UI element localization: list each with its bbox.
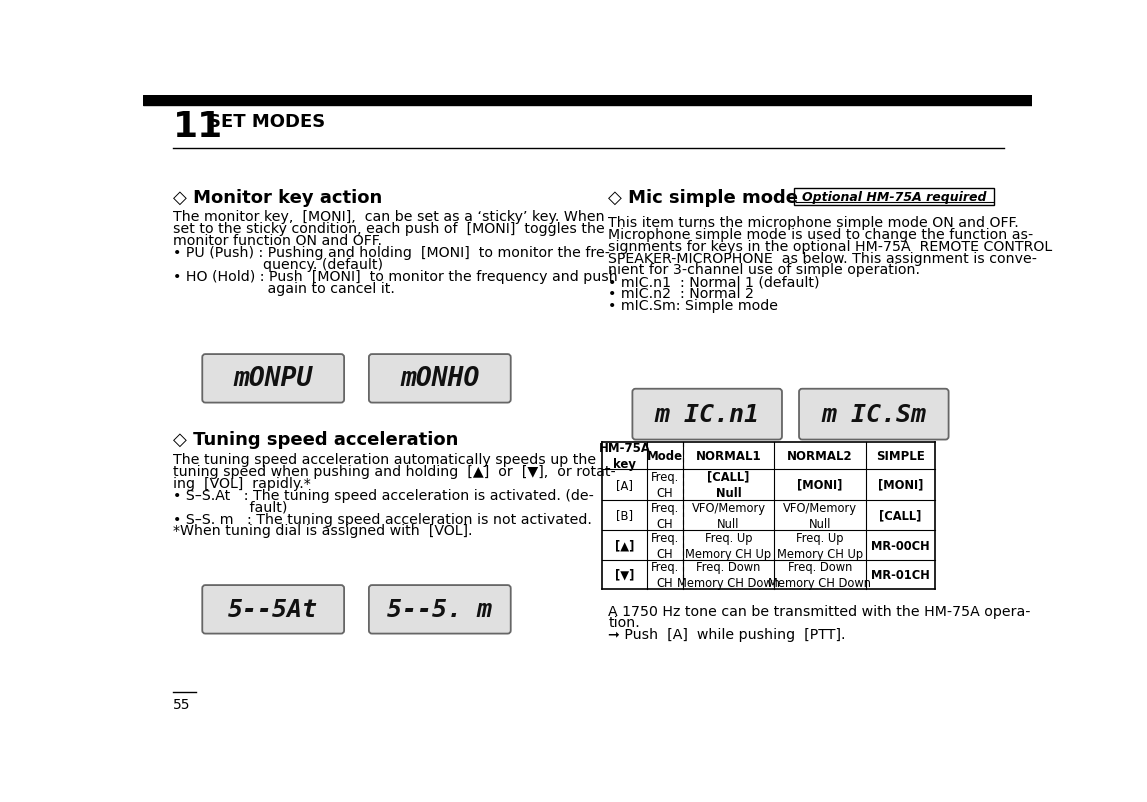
Text: • mIC.n2  : Normal 2: • mIC.n2 : Normal 2	[608, 287, 755, 301]
Text: [A]: [A]	[616, 478, 633, 491]
Text: SET MODES: SET MODES	[208, 113, 325, 132]
Text: Microphone simple mode is used to change the function as-: Microphone simple mode is used to change…	[608, 227, 1033, 241]
Text: NORMAL2: NORMAL2	[787, 449, 852, 462]
Text: ◇ Tuning speed acceleration: ◇ Tuning speed acceleration	[173, 431, 458, 449]
Text: [CALL]
Null: [CALL] Null	[708, 470, 750, 499]
Text: VFO/Memory
Null: VFO/Memory Null	[783, 501, 857, 530]
Text: 5--5. m: 5--5. m	[388, 597, 492, 622]
Text: ing  [VOL]  rapidly.*: ing [VOL] rapidly.*	[173, 476, 311, 490]
Text: signments for keys in the optional HM-75A  REMOTE CONTROL: signments for keys in the optional HM-75…	[608, 239, 1053, 253]
Text: SPEAKER-MICROPHONE  as below. This assignment is conve-: SPEAKER-MICROPHONE as below. This assign…	[608, 251, 1037, 265]
Text: The tuning speed acceleration automatically speeds up the: The tuning speed acceleration automatica…	[173, 452, 596, 466]
Text: Freq. Up
Memory CH Up: Freq. Up Memory CH Up	[686, 531, 772, 560]
Text: monitor function ON and OFF.: monitor function ON and OFF.	[173, 234, 382, 248]
Text: m IC.Sm: m IC.Sm	[821, 403, 927, 427]
Text: ➞ Push  [A]  while pushing  [PTT].: ➞ Push [A] while pushing [PTT].	[608, 628, 845, 642]
Text: NORMAL1: NORMAL1	[696, 449, 762, 462]
FancyBboxPatch shape	[202, 354, 344, 403]
Text: Freq. Up
Memory CH Up: Freq. Up Memory CH Up	[777, 531, 863, 560]
Text: 5--5At: 5--5At	[228, 597, 318, 622]
Text: SIMPLE: SIMPLE	[876, 449, 924, 462]
Text: [MONI]: [MONI]	[877, 478, 923, 491]
Text: • S–S.At   : The tuning speed acceleration is activated. (de-: • S–S.At : The tuning speed acceleration…	[173, 488, 594, 502]
Text: tion.: tion.	[608, 616, 640, 630]
Text: ◇ Monitor key action: ◇ Monitor key action	[173, 188, 382, 206]
Text: Freq.
CH: Freq. CH	[650, 560, 679, 589]
Text: This item turns the microphone simple mode ON and OFF.: This item turns the microphone simple mo…	[608, 216, 1020, 229]
Text: set to the sticky condition, each push of  [MONI]  toggles the: set to the sticky condition, each push o…	[173, 222, 604, 236]
Text: [▼]: [▼]	[615, 568, 634, 581]
Text: • S–S. m   : The tuning speed acceleration is not activated.: • S–S. m : The tuning speed acceleration…	[173, 512, 592, 526]
Text: fault): fault)	[173, 500, 287, 514]
Text: Freq. Down
Memory CH Down: Freq. Down Memory CH Down	[677, 560, 780, 589]
Text: 55: 55	[173, 698, 190, 711]
Text: MR-00CH: MR-00CH	[872, 539, 930, 552]
Text: mONPU: mONPU	[234, 366, 313, 392]
Text: • mIC.n1  : Normal 1 (default): • mIC.n1 : Normal 1 (default)	[608, 275, 820, 289]
Text: Mode: Mode	[647, 449, 682, 462]
Text: The monitor key,  [MONI],  can be set as a ‘sticky’ key. When: The monitor key, [MONI], can be set as a…	[173, 210, 604, 224]
Text: HM-75A
key: HM-75A key	[599, 441, 650, 470]
FancyBboxPatch shape	[632, 389, 782, 440]
Text: Optional HM-75A required: Optional HM-75A required	[802, 191, 986, 204]
Text: Freq.
CH: Freq. CH	[650, 470, 679, 499]
Text: m IC.n1: m IC.n1	[655, 403, 759, 427]
Text: VFO/Memory
Null: VFO/Memory Null	[692, 501, 765, 530]
Text: nient for 3-channel use of simple operation.: nient for 3-channel use of simple operat…	[608, 263, 920, 277]
FancyBboxPatch shape	[369, 585, 510, 634]
Text: 11: 11	[173, 110, 223, 144]
Text: [CALL]: [CALL]	[880, 509, 922, 522]
FancyBboxPatch shape	[799, 389, 949, 440]
Text: quency. (default): quency. (default)	[173, 257, 383, 272]
Text: *When tuning dial is assigned with  [VOL].: *When tuning dial is assigned with [VOL]…	[173, 524, 473, 538]
Text: • mIC.Sm: Simple mode: • mIC.Sm: Simple mode	[608, 299, 779, 313]
FancyBboxPatch shape	[202, 585, 344, 634]
Text: ◇ Mic simple mode: ◇ Mic simple mode	[608, 188, 798, 206]
Text: Freq. Down
Memory CH Down: Freq. Down Memory CH Down	[768, 560, 872, 589]
Text: Freq.
CH: Freq. CH	[650, 501, 679, 530]
Text: • HO (Hold) : Push  [MONI]  to monitor the frequency and push: • HO (Hold) : Push [MONI] to monitor the…	[173, 269, 617, 284]
Text: again to cancel it.: again to cancel it.	[173, 282, 395, 296]
Text: Freq.
CH: Freq. CH	[650, 531, 679, 560]
Text: [MONI]: [MONI]	[797, 478, 843, 491]
Text: mONHO: mONHO	[400, 366, 479, 392]
Text: tuning speed when pushing and holding  [▲]  or  [▼],  or rotat-: tuning speed when pushing and holding [▲…	[173, 464, 616, 478]
Text: MR-01CH: MR-01CH	[872, 568, 930, 581]
Text: A 1750 Hz tone can be transmitted with the HM-75A opera-: A 1750 Hz tone can be transmitted with t…	[608, 604, 1031, 618]
Text: [▲]: [▲]	[615, 539, 634, 552]
Bar	[795, 188, 994, 205]
FancyBboxPatch shape	[369, 354, 510, 403]
Bar	[143, 96, 1032, 106]
Text: [B]: [B]	[616, 509, 633, 522]
Text: • PU (Push) : Pushing and holding  [MONI]  to monitor the fre-: • PU (Push) : Pushing and holding [MONI]…	[173, 246, 610, 260]
